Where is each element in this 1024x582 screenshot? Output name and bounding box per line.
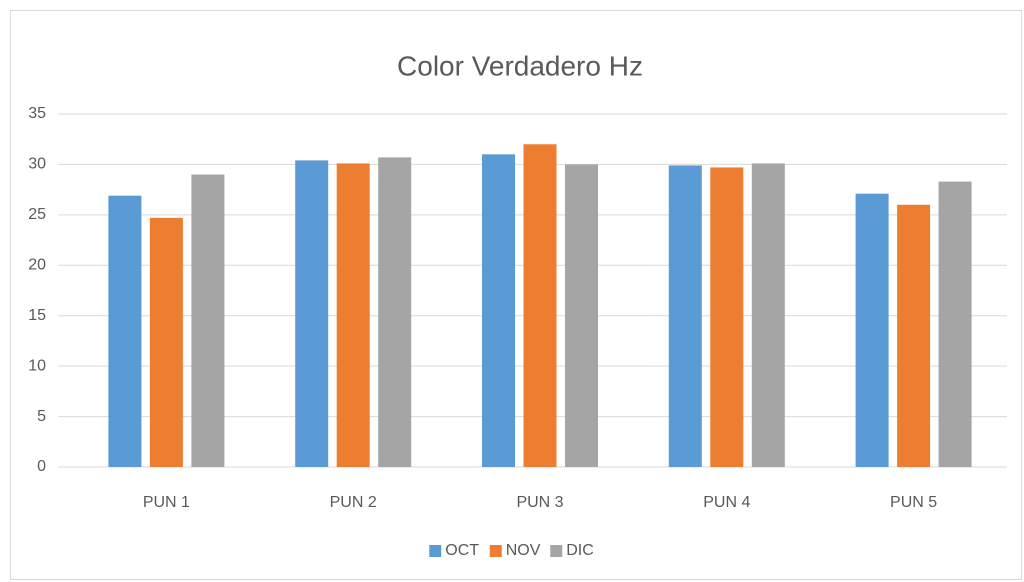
bar (295, 160, 329, 467)
legend-label: DIC (566, 542, 594, 559)
x-tick-label: PUN 5 (890, 494, 937, 511)
bar (855, 193, 889, 468)
bar (565, 164, 598, 467)
y-tick-label: 10 (28, 357, 46, 374)
bar (482, 154, 515, 468)
bar (897, 204, 931, 467)
y-tick-label: 35 (28, 105, 46, 122)
chart-title: Color Verdadero Hz (397, 50, 643, 81)
bar (938, 181, 972, 467)
y-tick-label: 30 (28, 156, 46, 173)
bar (336, 163, 370, 468)
bar (191, 174, 225, 467)
x-tick-label: PUN 1 (143, 494, 190, 511)
legend-swatch (489, 545, 502, 557)
y-tick-label: 0 (37, 458, 46, 475)
x-tick-label: PUN 4 (703, 494, 750, 511)
bar (108, 195, 142, 468)
y-tick-label: 25 (28, 206, 46, 223)
legend-swatch (550, 545, 563, 557)
bar (668, 165, 702, 468)
legend-swatch (429, 545, 442, 557)
legend-label: OCT (445, 542, 479, 559)
bar (378, 157, 412, 467)
x-tick-label: PUN 3 (516, 494, 563, 511)
y-tick-label: 5 (37, 408, 46, 425)
y-tick-label: 20 (28, 257, 46, 274)
bar (710, 167, 744, 467)
legend-label: NOV (506, 542, 541, 559)
y-tick-label: 15 (28, 307, 46, 324)
bar (149, 217, 183, 467)
bar (523, 144, 557, 467)
x-tick-label: PUN 2 (330, 494, 377, 511)
bar (751, 163, 785, 468)
